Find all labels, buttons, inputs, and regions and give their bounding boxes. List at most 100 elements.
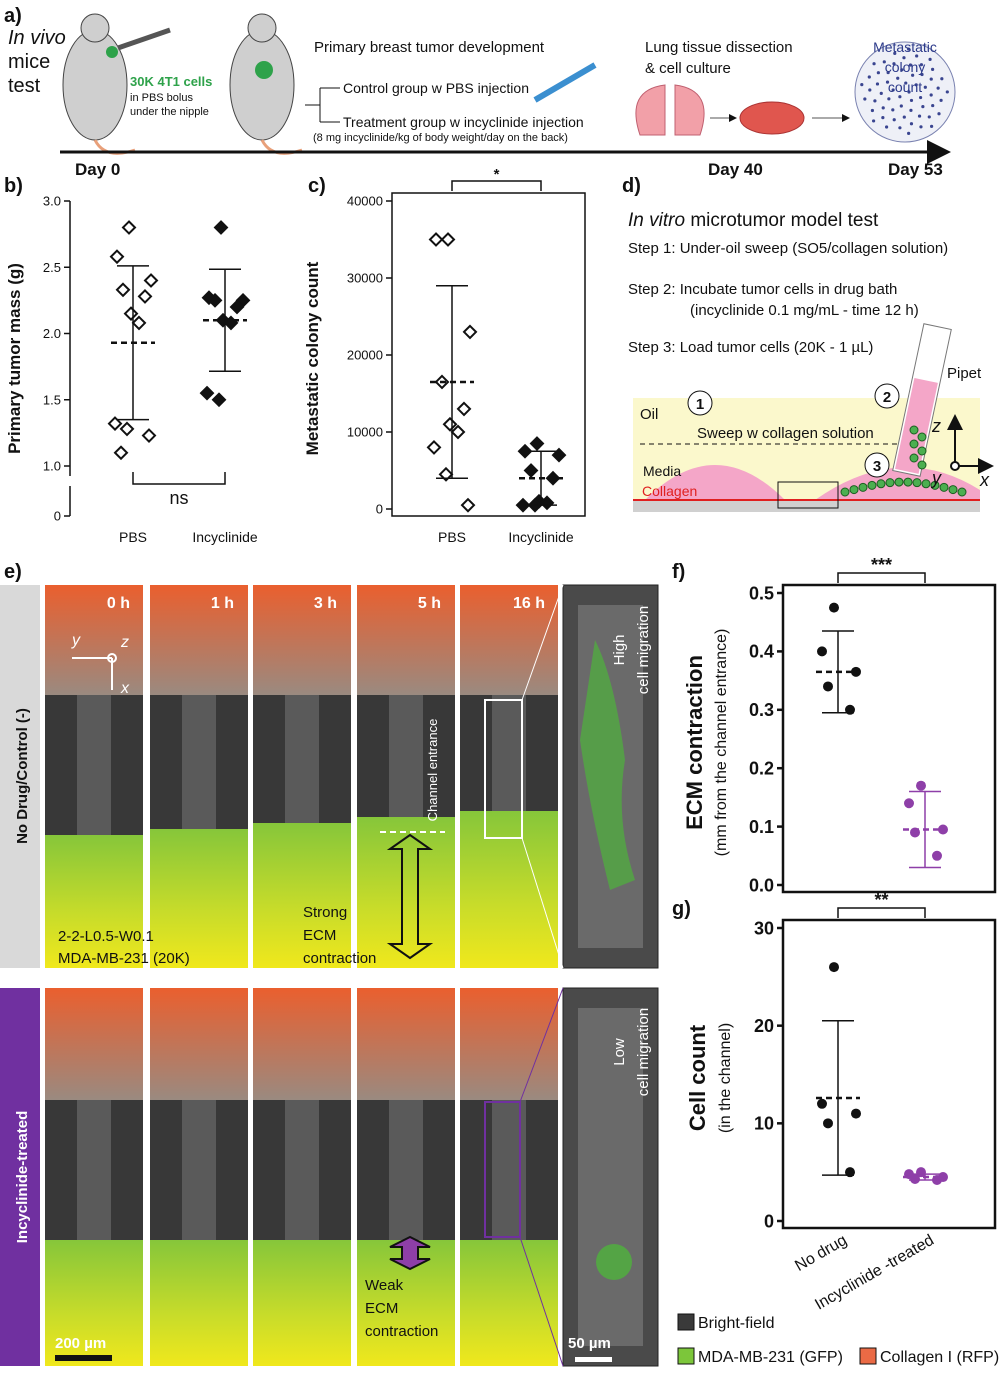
point <box>460 497 476 513</box>
injection-site <box>106 46 118 58</box>
cell <box>921 479 931 489</box>
annotation: ns <box>169 488 188 508</box>
y-tick-label: 0.1 <box>749 817 774 837</box>
zoom-box <box>484 1101 521 1238</box>
stage: Lung tissue dissection <box>645 39 793 56</box>
annotation: contraction <box>365 1323 438 1340</box>
cell <box>840 487 850 497</box>
cell-region <box>45 1240 143 1366</box>
scale-bar <box>55 1355 112 1361</box>
point <box>123 306 139 322</box>
channel <box>389 1100 423 1240</box>
cell-region <box>45 835 143 968</box>
colony <box>931 67 935 71</box>
y-axis-sublabel: (mm from the channel entrance) <box>713 629 730 857</box>
colony-label: Metastatic <box>873 39 937 55</box>
cells-note: in PBS bolus <box>130 92 193 104</box>
mouse <box>62 29 128 141</box>
colony <box>891 88 895 92</box>
colony <box>870 108 875 113</box>
mouse-head <box>80 13 110 43</box>
annotation: ** <box>874 890 888 910</box>
colony <box>920 72 924 77</box>
point <box>107 416 123 432</box>
colony <box>921 104 925 109</box>
colony <box>939 98 943 102</box>
panel-label: c) <box>308 175 326 197</box>
micrograph-labels: 0 h 1 h 3 h 5 h 16 h No Drug/Control (-)… <box>14 595 999 1366</box>
axis-arrows <box>72 657 113 690</box>
colony <box>893 51 897 55</box>
y-tick-label: 1.0 <box>43 459 61 474</box>
cell <box>903 477 913 487</box>
channel <box>285 695 319 835</box>
media-label: Media <box>643 463 681 479</box>
stage: & cell culture <box>645 60 731 77</box>
colony <box>902 115 906 119</box>
title-rest: microtumor model test <box>690 210 879 231</box>
title: In vitro microtumor model test <box>628 210 879 231</box>
y-tick-label: 0 <box>764 1211 774 1231</box>
legend-swatch <box>677 1347 695 1365</box>
colony <box>919 125 923 129</box>
colony <box>881 106 885 110</box>
pipet-fill <box>895 377 938 474</box>
annotation: *** <box>871 555 892 575</box>
axis-label: z <box>120 634 129 651</box>
y-tick-label: 10000 <box>347 425 383 440</box>
bracket <box>132 472 226 485</box>
panel-label: d) <box>622 175 641 197</box>
tumor <box>255 61 273 79</box>
point <box>910 1174 920 1185</box>
zoom-label: High <box>611 635 628 666</box>
point <box>932 850 942 861</box>
colony <box>892 62 896 66</box>
dose: (8 mg incyclinide/kg of body weight/day … <box>313 132 568 144</box>
cell <box>917 446 927 456</box>
channel <box>389 695 423 835</box>
y-axis-label: ECM contraction <box>682 655 707 830</box>
title: test <box>8 75 41 97</box>
pipet-label: Pipet <box>947 365 982 382</box>
y-axis-sublabel: (in the channel) <box>717 1023 734 1133</box>
channel <box>77 695 111 835</box>
dish <box>739 101 805 135</box>
cell <box>894 477 904 487</box>
y-tick-label: 10 <box>754 1114 774 1134</box>
double-arrow <box>389 1235 431 1271</box>
zoom-lines <box>519 987 564 1367</box>
row-bar <box>0 585 40 968</box>
point <box>515 497 531 513</box>
annotation: * <box>494 166 500 183</box>
step: Step 1: Under-oil sweep (SO5/collagen so… <box>628 240 948 257</box>
time: 1 h <box>211 595 234 612</box>
cells: 30K 4T1 cells <box>130 74 212 89</box>
lungs <box>635 84 705 136</box>
day: Day 53 <box>888 160 943 179</box>
axis-origin <box>950 461 960 471</box>
y-tick-label: 30 <box>754 918 774 938</box>
point <box>456 401 472 417</box>
cell-zoom <box>596 1244 632 1280</box>
point <box>438 466 454 482</box>
point <box>207 292 223 308</box>
channel <box>285 1100 319 1240</box>
day: Day 40 <box>708 160 763 179</box>
point <box>119 421 135 437</box>
colony <box>909 108 913 112</box>
colony <box>860 83 864 87</box>
point <box>428 232 444 247</box>
point <box>229 299 245 315</box>
colony <box>911 73 915 77</box>
colony <box>892 118 896 122</box>
cells-note: under the nipple <box>130 106 209 118</box>
collagen-region <box>460 585 558 695</box>
scale-bar <box>575 1357 612 1362</box>
cell <box>957 487 967 497</box>
cell <box>917 432 927 442</box>
step: Step 3: Load tumor cells (20K - 1 µL) <box>628 339 873 356</box>
y-tick-label: 0.4 <box>749 642 774 662</box>
day: Day 0 <box>75 160 120 179</box>
collagen-region <box>357 585 455 695</box>
step-circle <box>687 390 713 416</box>
